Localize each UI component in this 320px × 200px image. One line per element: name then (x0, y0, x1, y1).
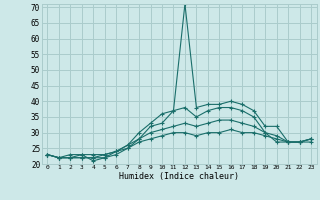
X-axis label: Humidex (Indice chaleur): Humidex (Indice chaleur) (119, 172, 239, 181)
